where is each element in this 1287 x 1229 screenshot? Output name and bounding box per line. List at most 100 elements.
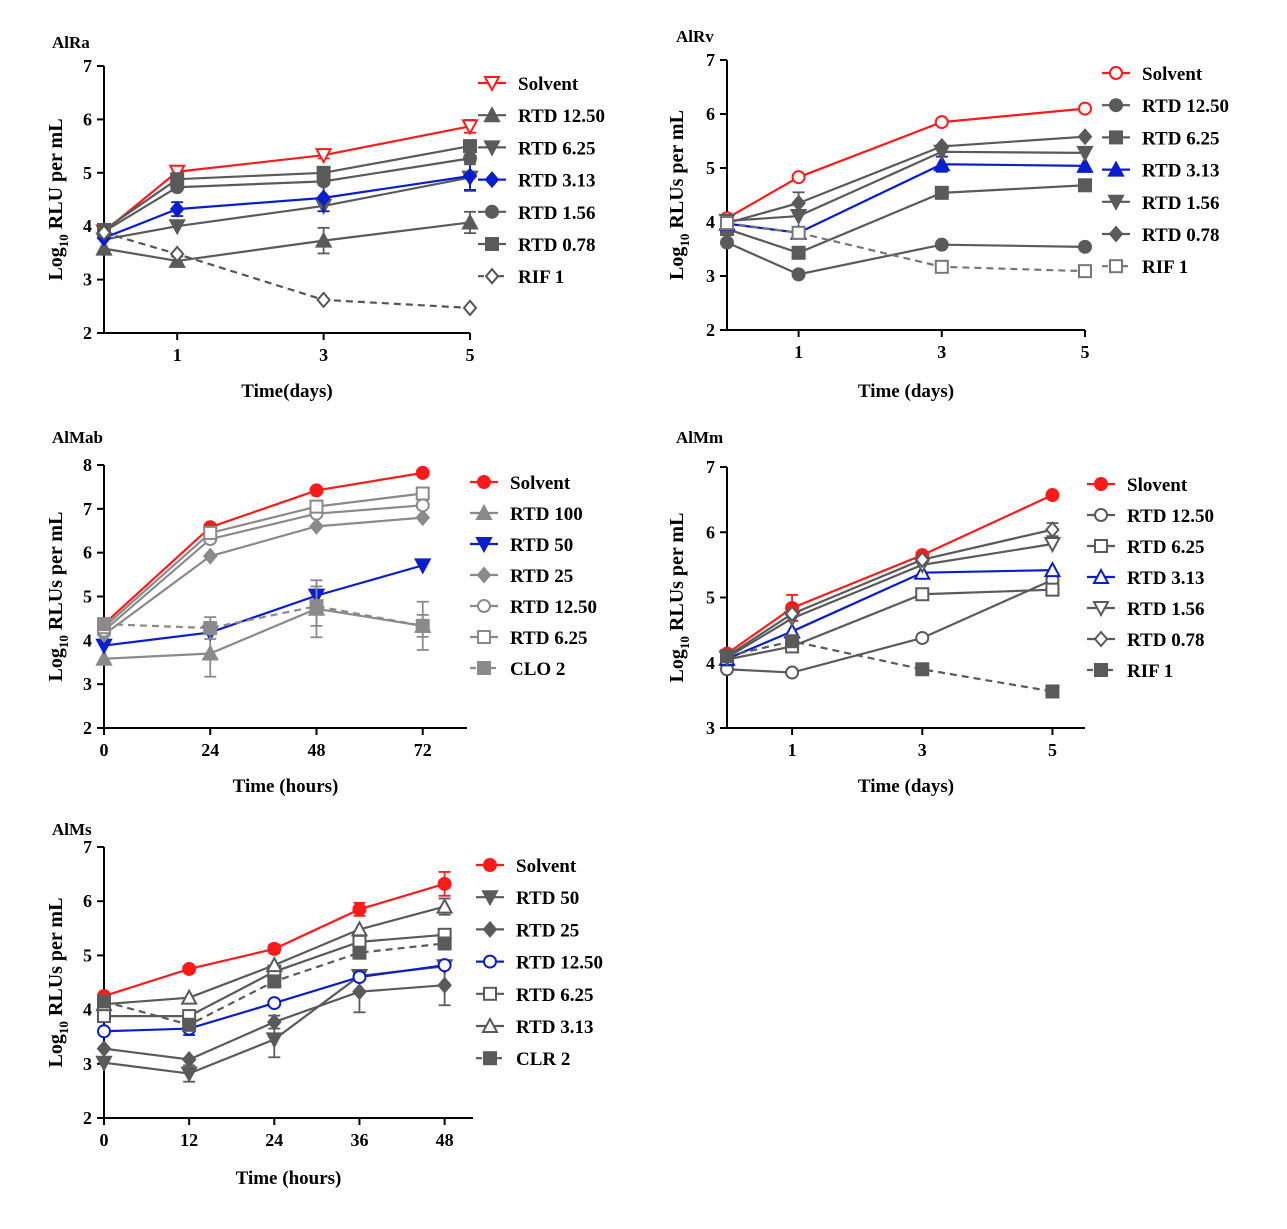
legend-marker bbox=[483, 106, 501, 123]
x-tick-label: 12 bbox=[180, 1130, 198, 1150]
series-rtd-12-50 bbox=[720, 235, 1092, 282]
x-axis-label: Time (hours) bbox=[236, 1168, 342, 1189]
legend-marker bbox=[1107, 194, 1125, 211]
data-point bbox=[314, 148, 333, 165]
y-tick-label: 5 bbox=[83, 587, 92, 607]
chart-panel-alms: AlMs 2 3 4 5 6 7 0 12 24 36 48 Time (hours) Log10 RLU… bbox=[45, 820, 603, 1189]
data-point bbox=[168, 219, 186, 236]
series-line bbox=[726, 542, 1053, 659]
data-point bbox=[1045, 488, 1060, 503]
legend-label: RTD 1.56 bbox=[1127, 599, 1204, 620]
data-point bbox=[203, 621, 218, 636]
legend-item: RTD 100 bbox=[470, 503, 583, 525]
legend-label: Solvent bbox=[1142, 64, 1203, 85]
data-point bbox=[352, 902, 367, 917]
legend-marker bbox=[1094, 663, 1108, 677]
y-tick-label: 5 bbox=[83, 945, 92, 965]
legend-item: RTD 1.56 bbox=[1102, 193, 1219, 214]
data-point bbox=[437, 936, 452, 951]
data-point bbox=[720, 235, 734, 250]
y-axis-label: Log10 RLUs per mL bbox=[666, 110, 692, 280]
y-tick-label: 7 bbox=[83, 56, 92, 76]
y-tick-label: 2 bbox=[83, 1108, 92, 1128]
legend-label: RTD 0.78 bbox=[1127, 630, 1204, 651]
x-tick-label: 48 bbox=[436, 1130, 454, 1150]
x-tick-label: 0 bbox=[100, 740, 109, 760]
data-point bbox=[350, 920, 369, 937]
series-line bbox=[726, 588, 1053, 661]
legend-item: RTD 50 bbox=[476, 888, 579, 909]
y-tick-label: 6 bbox=[83, 109, 92, 129]
series-rtd-50 bbox=[95, 558, 432, 655]
data-point bbox=[1078, 239, 1092, 254]
data-point bbox=[181, 1050, 197, 1069]
legend-marker bbox=[1094, 508, 1108, 522]
y-tick-label: 7 bbox=[83, 837, 92, 857]
x-tick-label: 1 bbox=[788, 740, 797, 760]
data-point bbox=[461, 213, 479, 230]
legend-marker bbox=[1094, 539, 1108, 553]
series-rtd-12-50 bbox=[97, 958, 452, 1039]
data-point bbox=[182, 961, 197, 976]
legend-label: RTD 6.25 bbox=[1127, 537, 1204, 558]
legend-item: RTD 0.78 bbox=[1087, 630, 1204, 651]
legend-marker bbox=[1094, 477, 1108, 491]
series-line bbox=[726, 163, 1086, 234]
panel-title: AlRa bbox=[52, 33, 90, 52]
legend-item: RTD 25 bbox=[470, 566, 573, 587]
series-line bbox=[726, 494, 1053, 655]
legend-marker bbox=[477, 599, 491, 613]
legend-item: Solvent bbox=[478, 74, 579, 95]
data-point bbox=[435, 897, 454, 914]
legend-marker bbox=[1109, 98, 1123, 113]
series-line bbox=[103, 231, 471, 310]
data-point bbox=[180, 988, 198, 1005]
legend-label: RTD 12.50 bbox=[510, 597, 597, 618]
series-line bbox=[103, 492, 423, 629]
data-point bbox=[169, 200, 185, 218]
data-point bbox=[1076, 156, 1094, 173]
y-axis-label: Log10 RLUs per mL bbox=[45, 512, 71, 682]
data-point bbox=[415, 618, 430, 633]
series-rtd-0-78 bbox=[719, 521, 1060, 665]
data-point bbox=[1078, 264, 1092, 279]
legend-marker bbox=[485, 204, 499, 219]
x-axis-label: Time(days) bbox=[241, 381, 332, 402]
series-line bbox=[103, 471, 423, 625]
legend-item: RTD 12.50 bbox=[1102, 96, 1229, 117]
y-tick-label: 6 bbox=[706, 522, 715, 542]
legend-marker bbox=[1092, 601, 1110, 618]
series-line bbox=[103, 564, 424, 647]
legend-item: RIF 1 bbox=[1102, 257, 1188, 278]
data-point bbox=[97, 617, 111, 632]
legend-label: CLO 2 bbox=[510, 659, 565, 680]
y-tick-label: 5 bbox=[706, 158, 715, 178]
panel-title: AlMm bbox=[676, 428, 723, 447]
series-rtd-25 bbox=[96, 509, 431, 644]
legend-label: RTD 1.56 bbox=[518, 203, 595, 224]
data-point bbox=[1078, 178, 1092, 193]
y-tick-label: 4 bbox=[83, 216, 92, 236]
legend-marker bbox=[1109, 66, 1123, 80]
legend-item: Solvent bbox=[1102, 64, 1203, 85]
legend-label: RTD 12.50 bbox=[1142, 96, 1229, 117]
data-point bbox=[1045, 521, 1060, 539]
series-line bbox=[103, 145, 471, 231]
series-line bbox=[103, 176, 471, 241]
x-tick-label: 24 bbox=[201, 740, 219, 760]
y-tick-label: 7 bbox=[706, 457, 715, 477]
data-point bbox=[352, 970, 367, 985]
legend-label: RTD 50 bbox=[516, 888, 579, 909]
data-point bbox=[415, 486, 430, 501]
legend-item: RTD 12.50 bbox=[1087, 506, 1214, 527]
legend-label: CLR 2 bbox=[516, 1049, 570, 1070]
legend-item: RTD 6.25 bbox=[476, 985, 593, 1006]
legend-item: RTD 12.50 bbox=[478, 106, 605, 127]
legend-marker bbox=[1108, 225, 1124, 243]
series-rtd-6-25 bbox=[720, 582, 1060, 667]
data-point bbox=[791, 225, 806, 240]
y-axis-label: Log10 RLU per mL bbox=[45, 118, 71, 280]
legend-marker bbox=[1109, 259, 1123, 274]
x-tick-label: 5 bbox=[1048, 740, 1057, 760]
